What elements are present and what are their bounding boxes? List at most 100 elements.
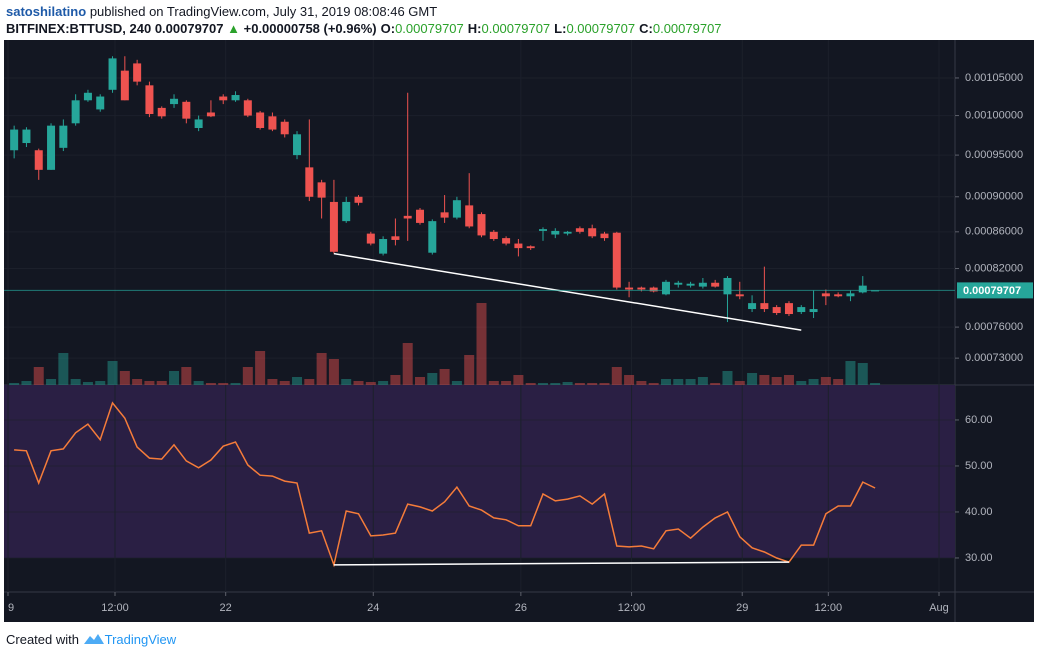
volume-bar xyxy=(501,381,512,385)
candle-body xyxy=(760,303,769,310)
volume-bar xyxy=(820,377,831,385)
candle-body xyxy=(698,282,707,287)
x-tick-label: 22 xyxy=(220,602,232,614)
rsi-band xyxy=(4,385,955,558)
volume-bar xyxy=(562,382,573,385)
candle-body xyxy=(637,287,646,290)
volume-bar xyxy=(870,383,881,385)
volume-bar xyxy=(353,381,364,385)
volume-bar xyxy=(697,377,708,385)
volume-bar xyxy=(439,369,450,385)
volume-bar xyxy=(845,361,856,385)
ohlc-label: H: xyxy=(467,21,482,36)
candle-body xyxy=(206,112,215,117)
volume-bar xyxy=(624,375,635,385)
y-tick-label: 0.00082000 xyxy=(965,262,1023,274)
volume-bar xyxy=(21,381,32,385)
candle-body xyxy=(711,282,720,287)
candle-body xyxy=(551,230,560,235)
author[interactable]: satoshilatino xyxy=(6,4,87,19)
candle-body xyxy=(108,58,117,90)
header-line: BITFINEX:BTTUSD, 240 0.00079707 ▲ +0.000… xyxy=(6,21,722,36)
candle-body xyxy=(612,232,621,288)
change: +0.00000758 (+0.96%) xyxy=(243,21,377,36)
volume-bar xyxy=(46,379,57,385)
last-price-label: 0.00079707 xyxy=(963,285,1021,297)
candle-body xyxy=(280,121,289,135)
volume-bar xyxy=(796,381,807,385)
volume-bar xyxy=(95,381,106,385)
candle-body xyxy=(821,293,830,297)
candle-body xyxy=(157,107,166,117)
candle-body xyxy=(563,231,572,234)
volume-bar xyxy=(771,377,782,385)
ohlc-label: O: xyxy=(380,21,396,36)
candle-body xyxy=(600,233,609,239)
candle-body xyxy=(784,303,793,315)
candle-body xyxy=(428,221,437,253)
x-tick-label: 12:00 xyxy=(618,602,646,614)
candle-body xyxy=(514,243,523,249)
candle-body xyxy=(182,101,191,119)
y-tick-label: 0.00076000 xyxy=(965,321,1023,333)
candle-body xyxy=(243,100,252,116)
volume-bar xyxy=(255,351,266,385)
candle-body xyxy=(145,85,154,115)
candle-body xyxy=(748,303,757,310)
volume-bar xyxy=(808,379,819,385)
volume-bar xyxy=(156,381,167,385)
candle-body xyxy=(772,307,781,314)
volume-bar xyxy=(722,371,733,385)
brand[interactable]: TradingView xyxy=(104,632,177,647)
candle-body xyxy=(170,98,179,105)
volume-bar xyxy=(242,367,253,385)
candle-body xyxy=(194,119,203,128)
y-tick-label: 30.00 xyxy=(965,552,993,564)
volume-bar xyxy=(759,375,770,385)
candle-body xyxy=(10,129,19,151)
volume-bar xyxy=(119,371,130,385)
logo xyxy=(83,634,104,644)
volume-bar xyxy=(341,379,352,385)
last: 0.00079707 xyxy=(154,21,224,36)
y-tick-label: 40.00 xyxy=(965,506,993,518)
volume-bar xyxy=(525,383,536,385)
volume-bar xyxy=(427,373,438,385)
volume-bar xyxy=(648,383,659,385)
volume-bar xyxy=(636,381,647,385)
y-tick-label: 0.00105000 xyxy=(965,72,1023,84)
candle-body xyxy=(305,167,314,197)
y-tick-label: 0.00095000 xyxy=(965,149,1023,161)
last-price-box xyxy=(957,282,1033,299)
x-tick-label: 24 xyxy=(367,602,379,614)
candle-body xyxy=(526,246,535,249)
volume-bar xyxy=(58,353,69,385)
volume-bar xyxy=(550,383,561,385)
x-tick-label: 9 xyxy=(8,602,14,614)
header-line: satoshilatino published on TradingView.c… xyxy=(6,4,437,19)
candle-body xyxy=(686,283,695,286)
volume-bar xyxy=(660,379,671,385)
y-tick-label: 0.00090000 xyxy=(965,191,1023,203)
candle-body xyxy=(219,96,228,101)
candle-body xyxy=(575,228,584,232)
ohlc: O:0.00079707 H:0.00079707 L:0.00079707 C:0.… xyxy=(377,21,722,36)
volume-bar xyxy=(107,361,118,385)
chart: 0.00073000 0.00076000 0.00082000 0.00086000… xyxy=(4,40,1034,622)
candle-body xyxy=(661,281,670,295)
volume-bar xyxy=(710,383,721,385)
volume-bar xyxy=(488,381,499,385)
candle-body xyxy=(502,238,511,244)
volume-bar xyxy=(82,382,93,385)
candle-body xyxy=(329,201,338,252)
published: published on TradingView.com, July 31, 2… xyxy=(89,4,438,19)
volume-bar xyxy=(537,383,548,385)
y-tick-label: 0.00073000 xyxy=(965,352,1023,364)
volume-bar xyxy=(734,381,745,385)
candle-body xyxy=(846,293,855,297)
volume-bar xyxy=(132,379,143,385)
volume-bar xyxy=(574,383,585,385)
y-tick-label: 0.00100000 xyxy=(965,109,1023,121)
arrow: ▲ xyxy=(227,21,240,36)
candle-body xyxy=(83,92,92,101)
